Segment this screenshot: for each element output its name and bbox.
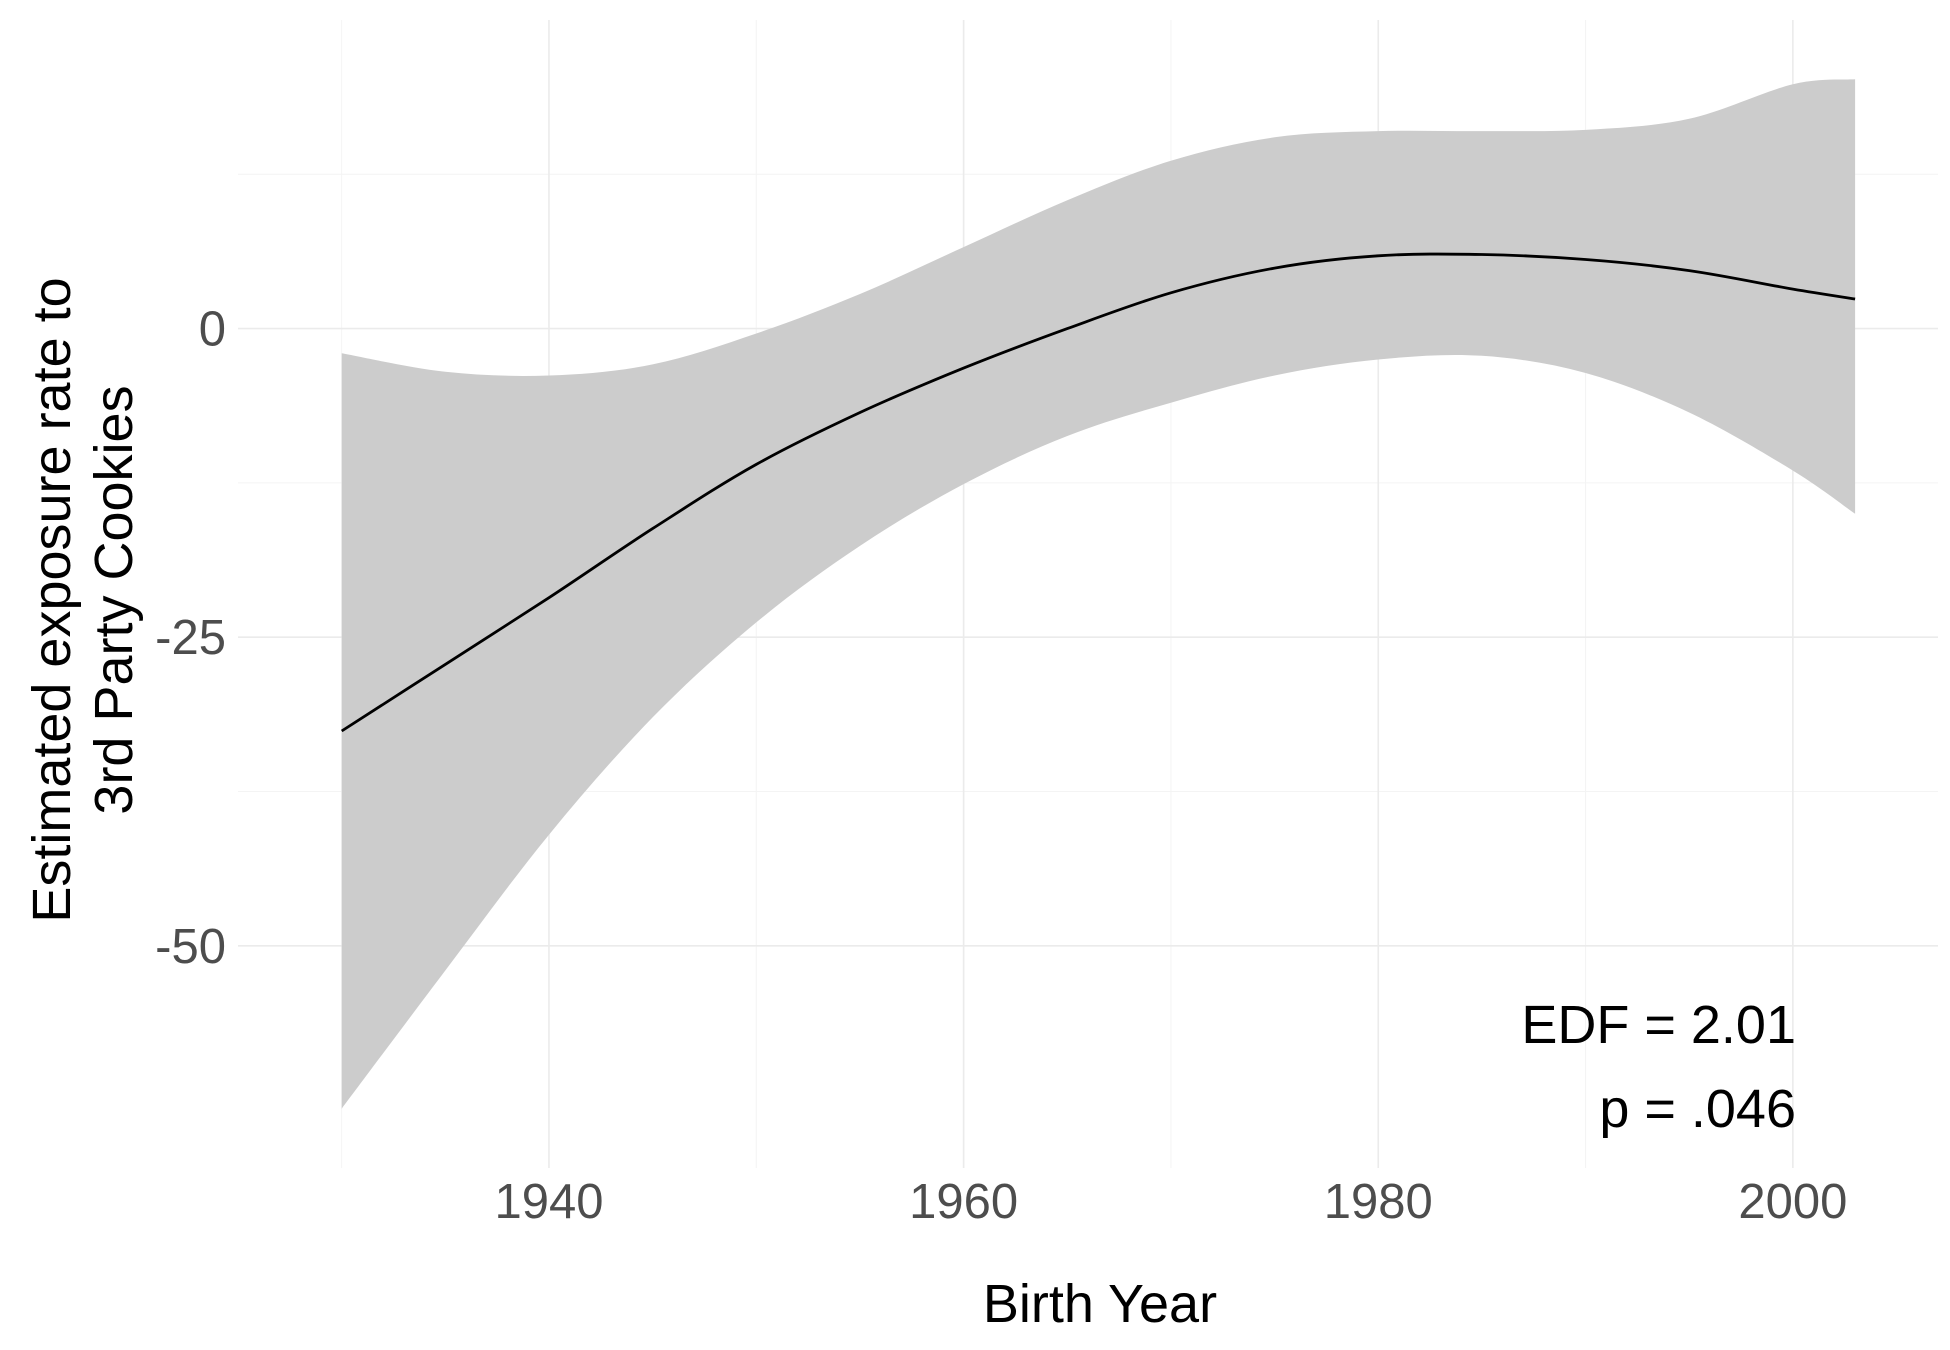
y-tick-label: 0: [199, 303, 226, 357]
edf-annotation: EDF = 2.01: [1521, 995, 1796, 1055]
x-tick-label: 1940: [494, 1175, 603, 1229]
x-tick-label: 1980: [1324, 1175, 1433, 1229]
tick-labels: 1940 1960 1980 2000 -50 -25 0: [155, 303, 1847, 1229]
y-axis-title-line-1: Estimated exposure rate to: [22, 277, 82, 922]
p-value-annotation: p = .046: [1599, 1079, 1796, 1139]
x-tick-label: 1960: [909, 1175, 1018, 1229]
y-tick-label: -25: [155, 611, 226, 665]
y-tick-label: -50: [155, 920, 226, 974]
confidence-band: [341, 79, 1856, 1109]
y-axis-title-line-2: 3rd Party Cookies: [84, 385, 144, 814]
x-tick-label: 2000: [1738, 1175, 1847, 1229]
smooth-line: [340, 252, 1856, 733]
x-axis-title: Birth Year: [983, 1274, 1217, 1334]
